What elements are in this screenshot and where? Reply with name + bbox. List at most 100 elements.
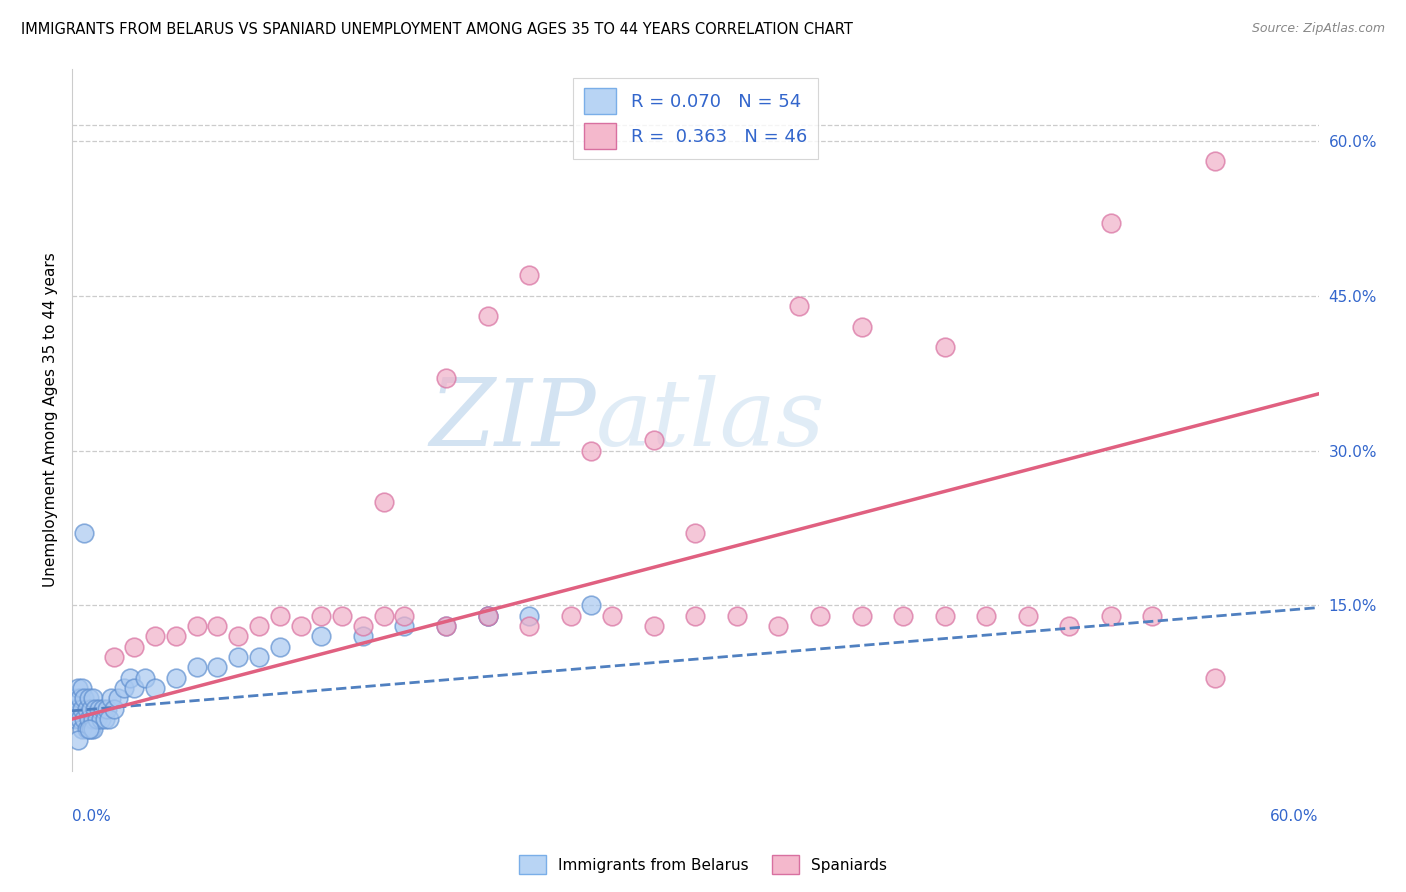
Point xyxy=(290,619,312,633)
Point xyxy=(1059,619,1081,633)
Point xyxy=(63,702,86,716)
Point xyxy=(477,608,499,623)
Point xyxy=(1099,216,1122,230)
Point xyxy=(76,702,98,716)
Point xyxy=(83,702,105,716)
Point xyxy=(67,732,90,747)
Point xyxy=(72,723,94,737)
Legend: R = 0.070   N = 54, R =  0.363   N = 46: R = 0.070 N = 54, R = 0.363 N = 46 xyxy=(572,78,818,160)
Point xyxy=(96,702,118,716)
Point xyxy=(112,681,135,695)
Point xyxy=(269,640,291,654)
Point xyxy=(186,619,208,633)
Point xyxy=(207,619,229,633)
Point xyxy=(1204,671,1226,685)
Point xyxy=(1142,608,1164,623)
Point xyxy=(82,712,104,726)
Point xyxy=(517,268,540,282)
Point xyxy=(124,640,146,654)
Point xyxy=(207,660,229,674)
Point xyxy=(394,619,416,633)
Point xyxy=(67,702,90,716)
Point xyxy=(82,723,104,737)
Text: atlas: atlas xyxy=(596,375,825,465)
Legend: Immigrants from Belarus, Spaniards: Immigrants from Belarus, Spaniards xyxy=(512,849,894,880)
Text: 60.0%: 60.0% xyxy=(1270,809,1319,824)
Point xyxy=(891,608,914,623)
Point xyxy=(91,702,114,716)
Point xyxy=(77,691,100,706)
Point xyxy=(124,681,146,695)
Point xyxy=(600,608,623,623)
Point xyxy=(165,630,187,644)
Point xyxy=(186,660,208,674)
Point xyxy=(143,681,166,695)
Point xyxy=(247,650,270,665)
Point xyxy=(76,723,98,737)
Point xyxy=(477,608,499,623)
Point xyxy=(434,619,457,633)
Point xyxy=(87,702,110,716)
Point xyxy=(107,691,129,706)
Point xyxy=(787,299,810,313)
Point xyxy=(269,608,291,623)
Text: 0.0%: 0.0% xyxy=(72,809,111,824)
Point xyxy=(1204,154,1226,169)
Y-axis label: Unemployment Among Ages 35 to 44 years: Unemployment Among Ages 35 to 44 years xyxy=(44,252,58,587)
Point xyxy=(974,608,997,623)
Point xyxy=(768,619,790,633)
Point xyxy=(1017,608,1039,623)
Point xyxy=(394,608,416,623)
Point xyxy=(581,599,603,613)
Text: Source: ZipAtlas.com: Source: ZipAtlas.com xyxy=(1251,22,1385,36)
Point xyxy=(434,619,457,633)
Point xyxy=(65,691,87,706)
Point xyxy=(226,630,249,644)
Point xyxy=(311,630,333,644)
Point xyxy=(72,702,94,716)
Point xyxy=(73,526,96,541)
Point xyxy=(581,443,603,458)
Point xyxy=(643,434,665,448)
Text: ZIP: ZIP xyxy=(429,375,596,465)
Point xyxy=(72,681,94,695)
Point xyxy=(808,608,831,623)
Point xyxy=(934,340,956,354)
Point xyxy=(103,702,125,716)
Point xyxy=(65,712,87,726)
Point xyxy=(143,630,166,644)
Point xyxy=(67,681,90,695)
Point xyxy=(73,712,96,726)
Point xyxy=(120,671,142,685)
Point xyxy=(685,608,707,623)
Point xyxy=(165,671,187,685)
Text: IMMIGRANTS FROM BELARUS VS SPANIARD UNEMPLOYMENT AMONG AGES 35 TO 44 YEARS CORRE: IMMIGRANTS FROM BELARUS VS SPANIARD UNEM… xyxy=(21,22,853,37)
Point xyxy=(98,712,121,726)
Point xyxy=(477,310,499,324)
Point xyxy=(517,608,540,623)
Point xyxy=(477,608,499,623)
Point xyxy=(311,608,333,623)
Point xyxy=(226,650,249,665)
Point xyxy=(94,712,117,726)
Point xyxy=(103,650,125,665)
Point xyxy=(69,712,91,726)
Point xyxy=(352,619,374,633)
Point xyxy=(82,691,104,706)
Point xyxy=(560,608,582,623)
Point xyxy=(517,619,540,633)
Point xyxy=(851,608,873,623)
Point xyxy=(73,691,96,706)
Point xyxy=(373,495,395,509)
Point xyxy=(330,608,353,623)
Point xyxy=(80,702,103,716)
Point xyxy=(247,619,270,633)
Point xyxy=(352,630,374,644)
Point xyxy=(80,723,103,737)
Point xyxy=(69,691,91,706)
Point xyxy=(77,723,100,737)
Point xyxy=(685,526,707,541)
Point xyxy=(643,619,665,633)
Point xyxy=(77,712,100,726)
Point xyxy=(851,319,873,334)
